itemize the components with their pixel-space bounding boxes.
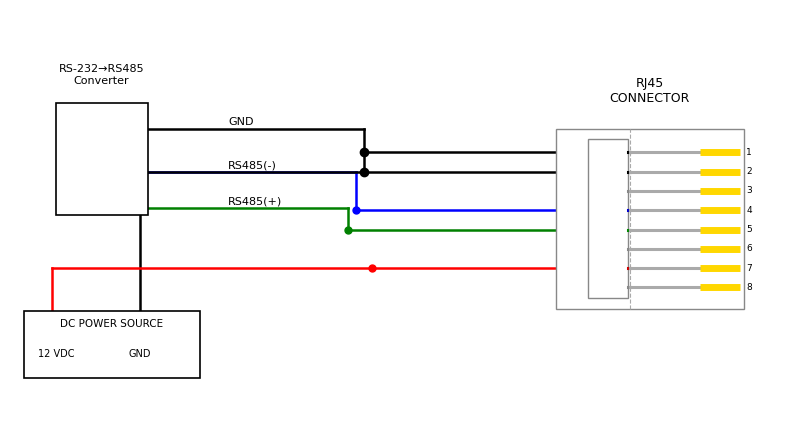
Bar	[56, 103, 148, 214]
Text: 6: 6	[746, 245, 752, 253]
Text: 4: 4	[746, 206, 752, 214]
Bar	[24, 311, 200, 378]
Bar	[588, 139, 628, 298]
Text: 12 VDC: 12 VDC	[38, 349, 74, 359]
Text: GND: GND	[228, 117, 254, 127]
Text: 1: 1	[746, 148, 752, 157]
Text: 8: 8	[746, 283, 752, 292]
Text: RS485(-): RS485(-)	[228, 160, 277, 170]
Text: RJ45
CONNECTOR: RJ45 CONNECTOR	[610, 77, 690, 105]
Text: 3: 3	[746, 187, 752, 195]
Text: RS485(+): RS485(+)	[228, 196, 282, 207]
Bar	[556, 129, 744, 309]
Text: 5: 5	[746, 225, 752, 234]
Text: DC POWER SOURCE: DC POWER SOURCE	[61, 319, 163, 329]
Text: 2: 2	[746, 167, 752, 176]
Text: GND: GND	[129, 349, 151, 359]
Text: RS-232→RS485
Converter: RS-232→RS485 Converter	[58, 64, 145, 86]
Text: 7: 7	[746, 264, 752, 272]
